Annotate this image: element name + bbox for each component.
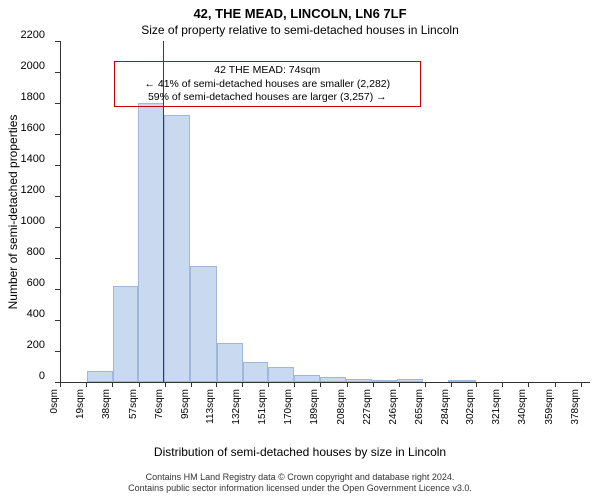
x-tick-mark (268, 382, 269, 387)
plot-region: Number of semi-detached properties 02004… (60, 41, 590, 383)
x-tick-label: 132sqm (231, 389, 253, 425)
x-tick-mark (216, 382, 217, 387)
histogram-bar (346, 379, 372, 382)
page-title: 42, THE MEAD, LINCOLN, LN6 7LF (0, 0, 600, 21)
histogram-bar (113, 286, 138, 382)
histogram-bar (138, 103, 164, 382)
x-tick-label: 302sqm (465, 389, 487, 425)
histogram-bar (217, 343, 243, 382)
x-tick-label: 265sqm (414, 389, 436, 425)
x-tick-mark (528, 382, 529, 387)
x-tick-mark (476, 382, 477, 387)
x-tick-label: 38sqm (101, 389, 123, 419)
x-tick-mark (581, 382, 582, 387)
x-tick-mark (86, 382, 87, 387)
x-tick-label: 227sqm (362, 389, 384, 425)
annotation-box: 42 THE MEAD: 74sqm← 41% of semi-detached… (114, 61, 421, 106)
x-tick-label: 321sqm (491, 389, 513, 425)
x-tick-mark (294, 382, 295, 387)
histogram-bar (294, 375, 320, 382)
x-tick-mark (399, 382, 400, 387)
footer-line-1: Contains HM Land Registry data © Crown c… (0, 472, 600, 483)
x-tick-label: 378sqm (570, 389, 592, 425)
annot-line2: ← 41% of semi-detached houses are smalle… (119, 78, 416, 91)
x-tick-label: 95sqm (180, 389, 202, 419)
footer-attribution: Contains HM Land Registry data © Crown c… (0, 472, 600, 494)
x-tick-label: 170sqm (283, 389, 305, 425)
x-tick-mark (139, 382, 140, 387)
x-tick-mark (502, 382, 503, 387)
annot-line3: 59% of semi-detached houses are larger (… (119, 91, 416, 104)
x-tick-label: 189sqm (309, 389, 331, 425)
x-axis-title: Distribution of semi-detached houses by … (0, 445, 600, 459)
x-tick-mark (191, 382, 192, 387)
histogram-bar (397, 379, 423, 382)
histogram-bar (268, 367, 294, 383)
x-tick-label: 284sqm (440, 389, 462, 425)
histogram-bar (372, 380, 397, 382)
x-tick-mark (451, 382, 452, 387)
x-tick-mark (60, 382, 61, 387)
x-tick-mark (242, 382, 243, 387)
x-tick-mark (425, 382, 426, 387)
histogram-bar (320, 377, 346, 382)
x-tick-label: 340sqm (517, 389, 539, 425)
x-tick-label: 19sqm (75, 389, 97, 419)
x-tick-label: 359sqm (544, 389, 566, 425)
x-tick-label: 113sqm (205, 389, 227, 424)
histogram-bar (243, 362, 268, 382)
x-tick-mark (373, 382, 374, 387)
chart-area: Number of semi-detached properties 02004… (60, 41, 590, 411)
annot-line1: 42 THE MEAD: 74sqm (119, 64, 416, 77)
x-tick-label: 57sqm (128, 389, 150, 419)
x-tick-label: 76sqm (154, 389, 176, 419)
histogram-bar (87, 371, 113, 382)
x-tick-label: 0sqm (49, 389, 71, 413)
histogram-bar (190, 266, 216, 382)
x-tick-mark (555, 382, 556, 387)
x-tick-label: 151sqm (257, 389, 279, 425)
chart-subtitle: Size of property relative to semi-detach… (0, 21, 600, 41)
footer-line-2: Contains public sector information licen… (0, 483, 600, 494)
x-tick-mark (112, 382, 113, 387)
x-tick-label: 246sqm (388, 389, 410, 425)
x-tick-mark (320, 382, 321, 387)
x-tick-mark (165, 382, 166, 387)
x-axis-ticks: 0sqm19sqm38sqm57sqm76sqm95sqm113sqm132sq… (60, 383, 590, 411)
x-tick-label: 208sqm (336, 389, 358, 425)
y-axis-label: Number of semi-detached properties (6, 114, 20, 309)
x-tick-mark (347, 382, 348, 387)
histogram-bar (164, 115, 190, 382)
